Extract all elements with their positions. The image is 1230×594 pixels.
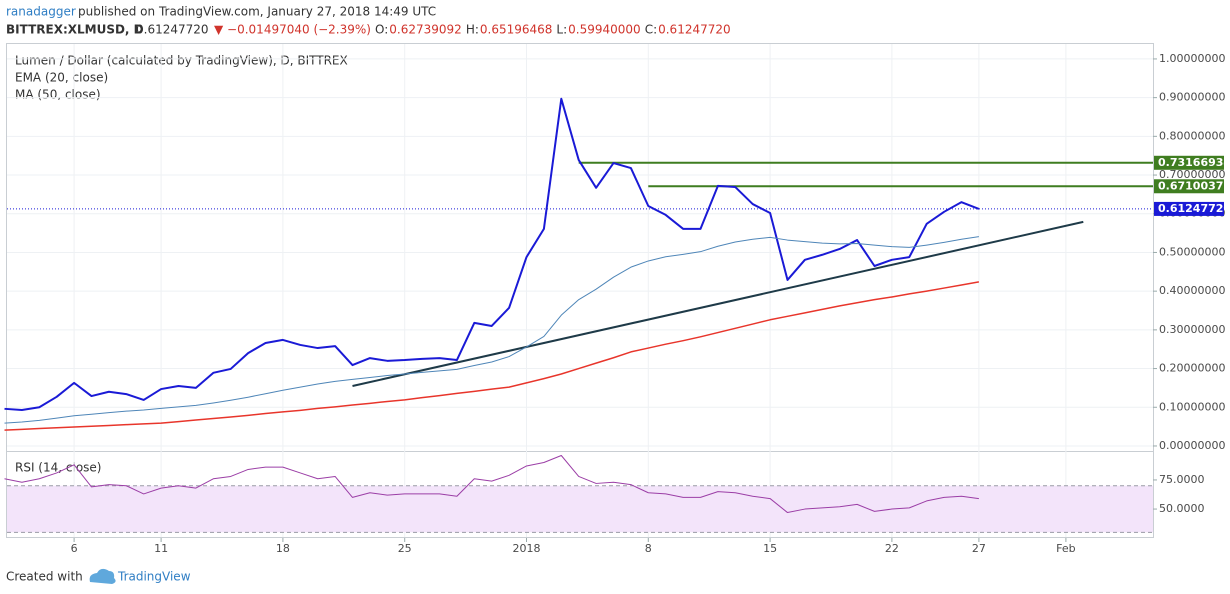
x-tick-label: Feb xyxy=(1056,542,1075,555)
ohlc: O: 0.62739092 H: 0.65196468 L: 0.59940000 C: 0.… xyxy=(375,23,731,37)
y-tick-label: 0.90000000 xyxy=(1159,91,1225,104)
y-tick-label: 0.80000000 xyxy=(1159,129,1225,142)
level-tag xyxy=(1154,179,1224,194)
last-price-tag xyxy=(1154,201,1224,216)
ohlc-key: L: xyxy=(556,23,567,37)
series-line xyxy=(4,281,980,431)
y-tick-label: 0.70000000 xyxy=(1159,168,1225,181)
y-tick-label: 50.0000 xyxy=(1159,502,1205,515)
x-tick-label: 2018 xyxy=(513,542,541,555)
y-tick-label: 0.30000000 xyxy=(1159,323,1225,336)
y-tick-label: 1.00000000 xyxy=(1159,52,1225,65)
ohlc-value: 0.59940000 xyxy=(568,23,641,37)
brand-logo[interactable] xyxy=(89,568,116,584)
ohlc-value: 0.61247720 xyxy=(658,23,731,37)
rsi-band xyxy=(7,485,1153,533)
series-line xyxy=(4,454,979,514)
x-tick-label: 27 xyxy=(972,542,986,555)
author[interactable]: ranadagger xyxy=(6,5,76,19)
footer-text: Created with xyxy=(6,570,83,584)
last-price-label: 0.61247720 xyxy=(1158,202,1230,215)
chart-frame xyxy=(6,43,1154,538)
x-tick-label: 22 xyxy=(885,542,899,555)
x-tick-label: 6 xyxy=(71,542,78,555)
x-tick-label: 11 xyxy=(154,542,168,555)
level-tag xyxy=(1154,155,1224,170)
level-label: 0.73166934 xyxy=(1158,156,1230,169)
y-tick-label: 0.40000000 xyxy=(1159,284,1225,297)
trendline xyxy=(352,220,1084,387)
x-tick-label: 25 xyxy=(398,542,412,555)
price: 0.61247720 xyxy=(136,23,209,37)
symbol: BITTREX:XLMUSD, D xyxy=(6,23,144,37)
published: published on TradingView.com, January 27… xyxy=(78,5,436,19)
legend-ema: EMA (20, close) xyxy=(15,71,108,85)
legend-rsi: RSI (14, close) xyxy=(15,461,101,475)
ohlc-value: 0.65196468 xyxy=(480,23,553,37)
change: ▼ −0.01497040 (−2.39%) xyxy=(214,23,371,37)
legend-main: Lumen / Dollar (calculated by TradingVie… xyxy=(15,54,348,68)
y-tick-label: 0.00000000 xyxy=(1159,439,1225,452)
footer-brand[interactable]: TradingView xyxy=(117,570,191,584)
legend-ma: MA (50, close) xyxy=(15,88,101,102)
ohlc-key: H: xyxy=(466,23,479,37)
y-tick-label: 0.10000000 xyxy=(1159,400,1225,413)
y-tick-label: 0.20000000 xyxy=(1159,362,1225,375)
ohlc-value: 0.62739092 xyxy=(389,23,462,37)
level-label: 0.67100378 xyxy=(1158,179,1230,192)
ohlc-key: O: xyxy=(375,23,388,37)
ohlc-key: C: xyxy=(645,23,657,37)
y-tick-label: 0.50000000 xyxy=(1159,245,1225,258)
series-line xyxy=(4,236,979,424)
x-tick-label: 18 xyxy=(276,542,290,555)
series-line xyxy=(4,97,980,411)
x-tick-label: 15 xyxy=(763,542,777,555)
y-tick-label: 75.0000 xyxy=(1159,473,1205,486)
x-tick-label: 8 xyxy=(645,542,652,555)
